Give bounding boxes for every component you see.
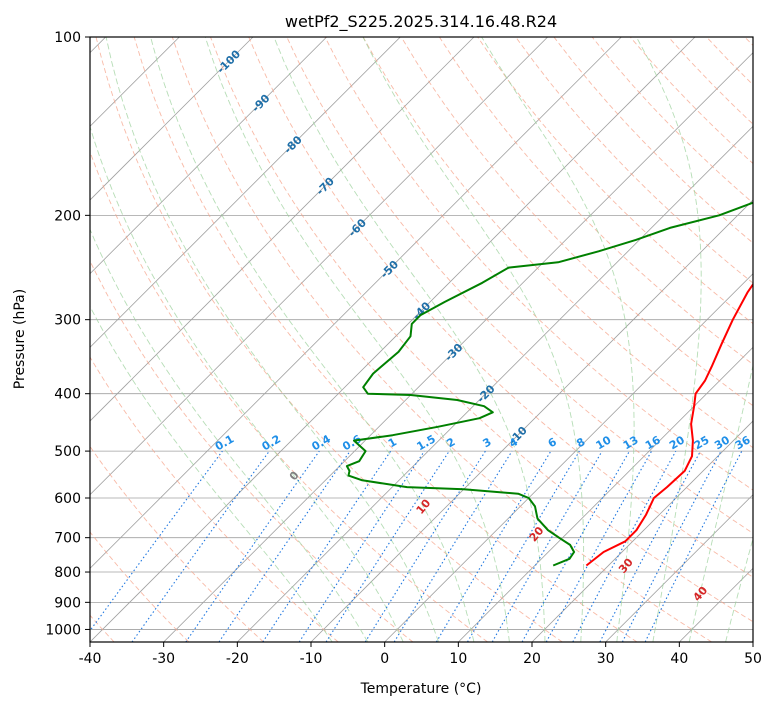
isotherm-line: [90, 37, 475, 422]
moist-adiabat-line: [90, 228, 369, 642]
dry-adiabat-line: [439, 37, 753, 365]
chart-title: wetPf2_S225.2025.314.16.48.R24: [285, 12, 557, 32]
dewpoint-line: [345, 201, 753, 567]
y-tick-label: 100: [54, 30, 81, 46]
isotherm-line: [458, 346, 753, 642]
mixing-ratio-line: [262, 450, 392, 642]
dry-adiabat-line: [90, 150, 488, 642]
x-tick-label: 10: [449, 651, 467, 667]
moist-adiabat-line: [204, 37, 510, 642]
x-tick-label: -30: [152, 651, 175, 667]
mixing-ratio-line: [521, 450, 630, 642]
plot-frame: [89, 36, 754, 643]
isotherm-line: [90, 37, 254, 201]
series-lines: [345, 201, 753, 567]
dry-adiabat-line: [515, 37, 753, 284]
y-tick-label: 800: [54, 565, 81, 581]
isotherm-line: [90, 37, 401, 348]
x-tick-label: 20: [523, 651, 541, 667]
dry-adiabat-line: [324, 37, 753, 491]
isotherm-line: [163, 52, 753, 642]
x-tick-label: 40: [670, 651, 688, 667]
dry-adiabat-line: [90, 356, 339, 642]
y-tick-label: 1000: [45, 622, 81, 638]
dry-adiabat-line: [400, 37, 753, 407]
y-tick-label: 400: [54, 387, 81, 403]
x-tick-label: -10: [300, 651, 323, 667]
y-tick-label: 900: [54, 595, 81, 611]
moist-adiabat-line: [636, 37, 702, 642]
y-tick-label: 500: [54, 444, 81, 460]
dry-adiabat-line: [133, 37, 638, 642]
isotherm-line: [531, 420, 753, 642]
y-axis-ticks: 100 200 300 400 500 600 700 800 900 1000: [45, 30, 90, 638]
isotherm-line: [605, 494, 753, 642]
isotherm-line: [237, 125, 753, 642]
moist-adiabat-line: [362, 37, 585, 642]
dry-adiabat-line: [171, 37, 712, 642]
dry-adiabat-line: [90, 531, 190, 642]
x-tick-label: 50: [744, 651, 762, 667]
dry-adiabat-line: [95, 37, 563, 642]
isotherm-line: [90, 37, 327, 275]
moist-adiabat-line: [481, 37, 635, 642]
isotherm-line: [90, 37, 548, 496]
x-axis-ticks: -40 -30 -20 -10 0 10 20 30 40 50: [79, 642, 762, 667]
mixing-ratio-line: [572, 450, 677, 642]
mixing-ratio-line: [131, 450, 270, 642]
x-tick-label: 0: [380, 651, 389, 667]
dry-adiabat-line: [248, 37, 753, 578]
y-tick-label: 300: [54, 313, 81, 329]
x-tick-label: -40: [79, 651, 102, 667]
x-tick-label: -20: [226, 651, 249, 667]
mixing-ratio-line: [218, 450, 351, 642]
moist-adiabat-line: [90, 125, 404, 642]
isotherm-line: [752, 641, 753, 642]
mixing-ratio-line: [298, 450, 425, 642]
isotherm-line: [90, 37, 696, 642]
mixing-ratio-line: [644, 450, 743, 642]
mixing-ratio-line: [185, 450, 320, 642]
y-tick-label: 600: [54, 491, 81, 507]
mixing-ratio-line: [393, 450, 513, 642]
moist-adiabat-line: [273, 37, 546, 642]
x-tick-label: 30: [597, 651, 615, 667]
dry-adiabat-line: [90, 445, 264, 642]
isotherm-line: [384, 273, 753, 642]
dry-adiabat-line: [90, 259, 414, 642]
temperature-line: [585, 282, 753, 567]
plot-background: [90, 37, 753, 642]
mixing-ratio-line: [90, 450, 223, 632]
x-axis-label: Temperature (°C): [360, 681, 482, 697]
isotherm-line: [90, 37, 622, 569]
dry-adiabat-line: [210, 37, 753, 623]
y-axis-label: Pressure (hPa): [12, 289, 28, 389]
y-tick-label: 200: [54, 208, 81, 224]
y-tick-label: 700: [54, 531, 81, 547]
moist-adiabat-line: [105, 37, 440, 642]
background-lines: [90, 37, 753, 642]
mixing-ratio-line: [325, 450, 450, 642]
